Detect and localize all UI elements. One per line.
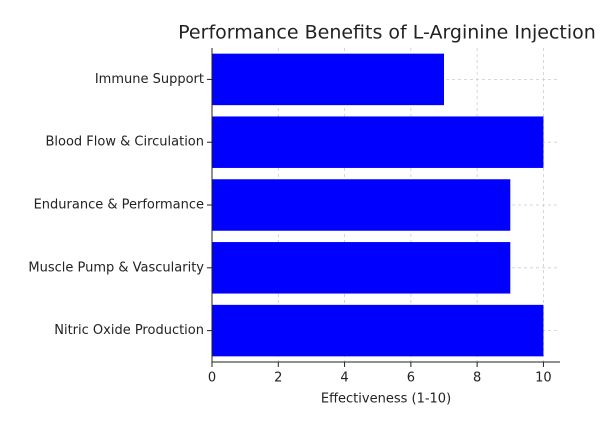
x-tick-label: 8 <box>473 371 481 386</box>
x-tick-label: 10 <box>535 371 552 386</box>
bar <box>212 53 444 106</box>
bar <box>212 242 511 294</box>
y-tick-label: Immune Support <box>95 72 204 87</box>
x-tick-label: 6 <box>407 371 415 386</box>
bar <box>212 179 511 231</box>
x-tick-label: 2 <box>274 371 282 386</box>
x-axis-label: Effectiveness (1-10) <box>321 392 451 407</box>
y-tick-label: Muscle Pump & Vascularity <box>28 260 204 275</box>
x-tick-label: 0 <box>208 371 216 386</box>
chart-title: Performance Benefits of L-Arginine Injec… <box>178 22 596 44</box>
y-tick-label: Endurance & Performance <box>34 198 204 213</box>
y-tick-label: Blood Flow & Circulation <box>45 135 204 150</box>
bar <box>212 116 544 168</box>
bar <box>212 304 544 357</box>
y-tick-label: Nitric Oxide Production <box>54 323 204 338</box>
x-tick-label: 4 <box>340 371 348 386</box>
